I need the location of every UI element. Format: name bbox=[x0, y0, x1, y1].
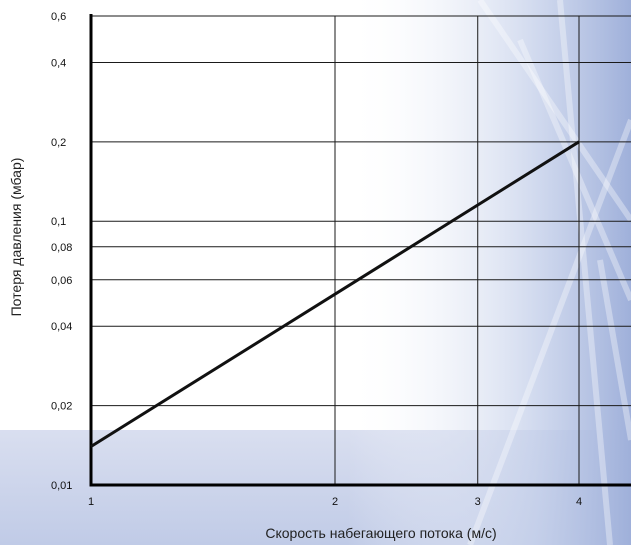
y-tick-labels: 0,01 0,02 0,04 0,06 0,08 0,1 0,2 0,4 0,6 bbox=[51, 11, 72, 492]
y-tick-label: 0,4 bbox=[51, 57, 66, 69]
series-layer bbox=[90, 140, 580, 448]
y-tick-label: 0,08 bbox=[51, 242, 72, 254]
y-tick-label: 0,01 bbox=[51, 480, 72, 492]
y-tick-label: 0,06 bbox=[51, 275, 72, 287]
y-tick-label: 0,02 bbox=[51, 401, 72, 413]
x-tick-label: 4 bbox=[576, 496, 582, 508]
series-line bbox=[90, 140, 580, 448]
x-axis-title: Скорость набегающего потока (м/с) bbox=[265, 525, 496, 541]
x-tick-label: 3 bbox=[475, 496, 481, 508]
y-tick-label: 0,1 bbox=[51, 216, 66, 228]
y-tick-label: 0,2 bbox=[51, 137, 66, 149]
grid-lines bbox=[91, 15, 631, 485]
x-tick-labels: 12345 bbox=[88, 496, 582, 508]
x-tick-label: 1 bbox=[88, 496, 94, 508]
y-tick-label: 0,04 bbox=[51, 321, 72, 333]
y-tick-label: 0,6 bbox=[51, 11, 66, 23]
x-tick-label: 2 bbox=[332, 496, 338, 508]
y-axis-title: Потеря давления (мбар) bbox=[8, 158, 24, 317]
plot-frame bbox=[89, 14, 631, 487]
